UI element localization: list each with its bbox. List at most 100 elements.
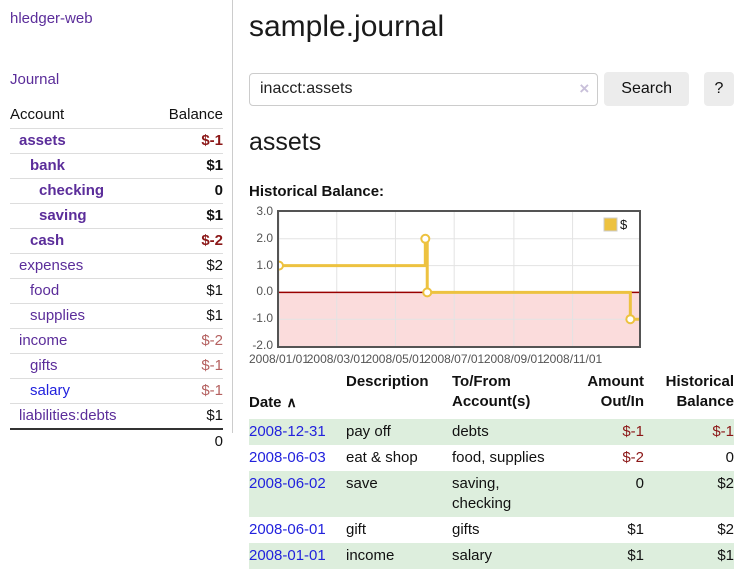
search-input[interactable] (249, 72, 599, 106)
transaction-balance: $-1 (712, 423, 734, 440)
legend-label: $ (620, 217, 628, 232)
transaction-description: eat & shop (346, 449, 418, 466)
transaction-row: 2008-06-02 save saving, checking 0 $2 (249, 471, 734, 517)
register-col-description: Description (346, 373, 429, 390)
account-balance: $-1 (151, 353, 223, 379)
account-link-bank[interactable]: bank (30, 157, 66, 174)
account-row: bank $1 (10, 153, 223, 179)
search-box: × (249, 72, 599, 106)
transaction-date-link[interactable]: 2008-06-01 (249, 521, 326, 538)
transaction-row: 2008-01-01 income salary $1 $1 (249, 543, 734, 569)
data-point (420, 233, 431, 244)
clear-search-icon[interactable]: × (579, 78, 590, 98)
account-row: gifts $-1 (10, 353, 223, 379)
transaction-amount: $-2 (622, 449, 644, 466)
account-link-assets[interactable]: assets (19, 132, 66, 149)
account-link-cash[interactable]: cash (30, 232, 65, 249)
account-row: saving $1 (10, 203, 223, 229)
transaction-accounts: debts (452, 423, 489, 440)
historical-balance-chart: $3.0 2.0 1.0 0.0 -1.0 -2.0 2008/01/01 2008/03/0… (248, 204, 734, 366)
account-balance: $1 (151, 403, 223, 429)
transaction-balance: $2 (717, 521, 734, 538)
account-row: checking 0 (10, 178, 223, 204)
data-point (625, 314, 636, 325)
account-link-saving[interactable]: saving (39, 207, 87, 224)
legend-swatch (603, 217, 618, 232)
accounts-table: Account Balance assets $-1 bank $1 check… (10, 104, 223, 454)
account-balance: $1 (151, 278, 223, 304)
help-button[interactable]: ? (704, 72, 734, 106)
transaction-accounts: saving, checking (452, 475, 512, 512)
x-tick-label: 2008/01/01 (248, 352, 310, 366)
register-table: Date ∧ Description To/From Account(s) Amo… (249, 370, 734, 569)
account-link-checking[interactable]: checking (39, 182, 105, 199)
sort-ascending-icon: ∧ (286, 394, 297, 410)
register-col-amount: Amount Out/In (587, 373, 644, 410)
y-tick-label: -1.0 (252, 311, 273, 326)
account-balance: $-2 (151, 228, 223, 254)
accounts-header-row: Account Balance (10, 104, 223, 129)
transaction-description: pay off (346, 423, 391, 440)
register-col-balance: Historical Balance (665, 373, 734, 410)
account-balance: 0 (151, 178, 223, 204)
transaction-row: 2008-06-01 gift gifts $1 $2 (249, 517, 734, 543)
transaction-description: save (346, 475, 378, 492)
transaction-balance: 0 (725, 449, 734, 466)
transaction-date-link[interactable]: 2008-06-02 (249, 475, 326, 492)
page-title: sample.journal (249, 10, 445, 43)
chart-canvas: $ (277, 210, 641, 348)
x-tick-label: 2008/09/01 (483, 352, 544, 366)
transaction-date-link[interactable]: 2008-12-31 (249, 423, 326, 440)
x-tick-label: 2008/05/01 (365, 352, 426, 366)
account-balance: $1 (151, 153, 223, 179)
x-tick-label: 2008/07/01 (424, 352, 485, 366)
main-panel: sample.journal × Search ? assets Histori… (233, 0, 742, 569)
y-tick-label: 2.0 (256, 230, 273, 245)
account-link-liabilities-debts[interactable]: liabilities:debts (19, 407, 117, 424)
transaction-accounts: salary (452, 547, 493, 564)
transaction-amount: $1 (627, 547, 644, 564)
transaction-amount: 0 (635, 475, 644, 492)
transaction-row: 2008-12-31 pay off debts $-1 $-1 (249, 419, 734, 445)
y-tick-label: 1.0 (256, 257, 273, 272)
account-balance: $1 (151, 203, 223, 229)
sidebar: hledger-web Journal Account Balance asse… (0, 0, 233, 454)
account-row: assets $-1 (10, 128, 223, 154)
account-link-supplies[interactable]: supplies (30, 307, 86, 324)
register-col-date[interactable]: Date ∧ (249, 370, 346, 419)
x-tick-label: 2008/03/01 (306, 352, 367, 366)
account-row: liabilities:debts $1 (10, 403, 223, 429)
search-row: × Search ? (249, 72, 734, 106)
x-tick-label: 2008/11/01 (542, 352, 603, 366)
account-link-gifts[interactable]: gifts (30, 357, 58, 374)
transaction-description: gift (346, 521, 367, 538)
register-col-accounts: To/From Account(s) (452, 373, 531, 410)
account-title: assets (249, 128, 322, 156)
chart-legend: $ (603, 217, 628, 232)
plot-border (277, 210, 641, 348)
accounts-total-balance: 0 (151, 428, 223, 454)
transaction-balance: $2 (717, 475, 734, 492)
brand-link[interactable]: hledger-web (10, 10, 93, 27)
transaction-balance: $1 (717, 547, 734, 564)
account-link-food[interactable]: food (30, 282, 60, 299)
transaction-date-link[interactable]: 2008-01-01 (249, 547, 326, 564)
transaction-amount: $1 (627, 521, 644, 538)
y-tick-label: 0.0 (256, 284, 273, 299)
transaction-date-link[interactable]: 2008-06-03 (249, 449, 326, 466)
account-balance: $-2 (151, 328, 223, 354)
sidebar-item-journal[interactable]: Journal (10, 71, 60, 88)
account-link-salary[interactable]: salary (30, 382, 71, 399)
search-button[interactable]: Search (604, 72, 689, 106)
chart-heading: Historical Balance: (249, 183, 385, 200)
account-row: income $-2 (10, 328, 223, 354)
account-balance: $-1 (151, 378, 223, 404)
accounts-total-row: 0 (10, 428, 223, 454)
accounts-col-account: Account (10, 106, 65, 123)
register-col-date-label: Date (249, 394, 282, 411)
account-link-income[interactable]: income (19, 332, 68, 349)
account-balance: $-1 (151, 128, 223, 154)
register-header-row: Date ∧ Description To/From Account(s) Amo… (249, 370, 734, 419)
transaction-row: 2008-06-03 eat & shop food, supplies $-2… (249, 445, 734, 471)
account-link-expenses[interactable]: expenses (19, 257, 84, 274)
